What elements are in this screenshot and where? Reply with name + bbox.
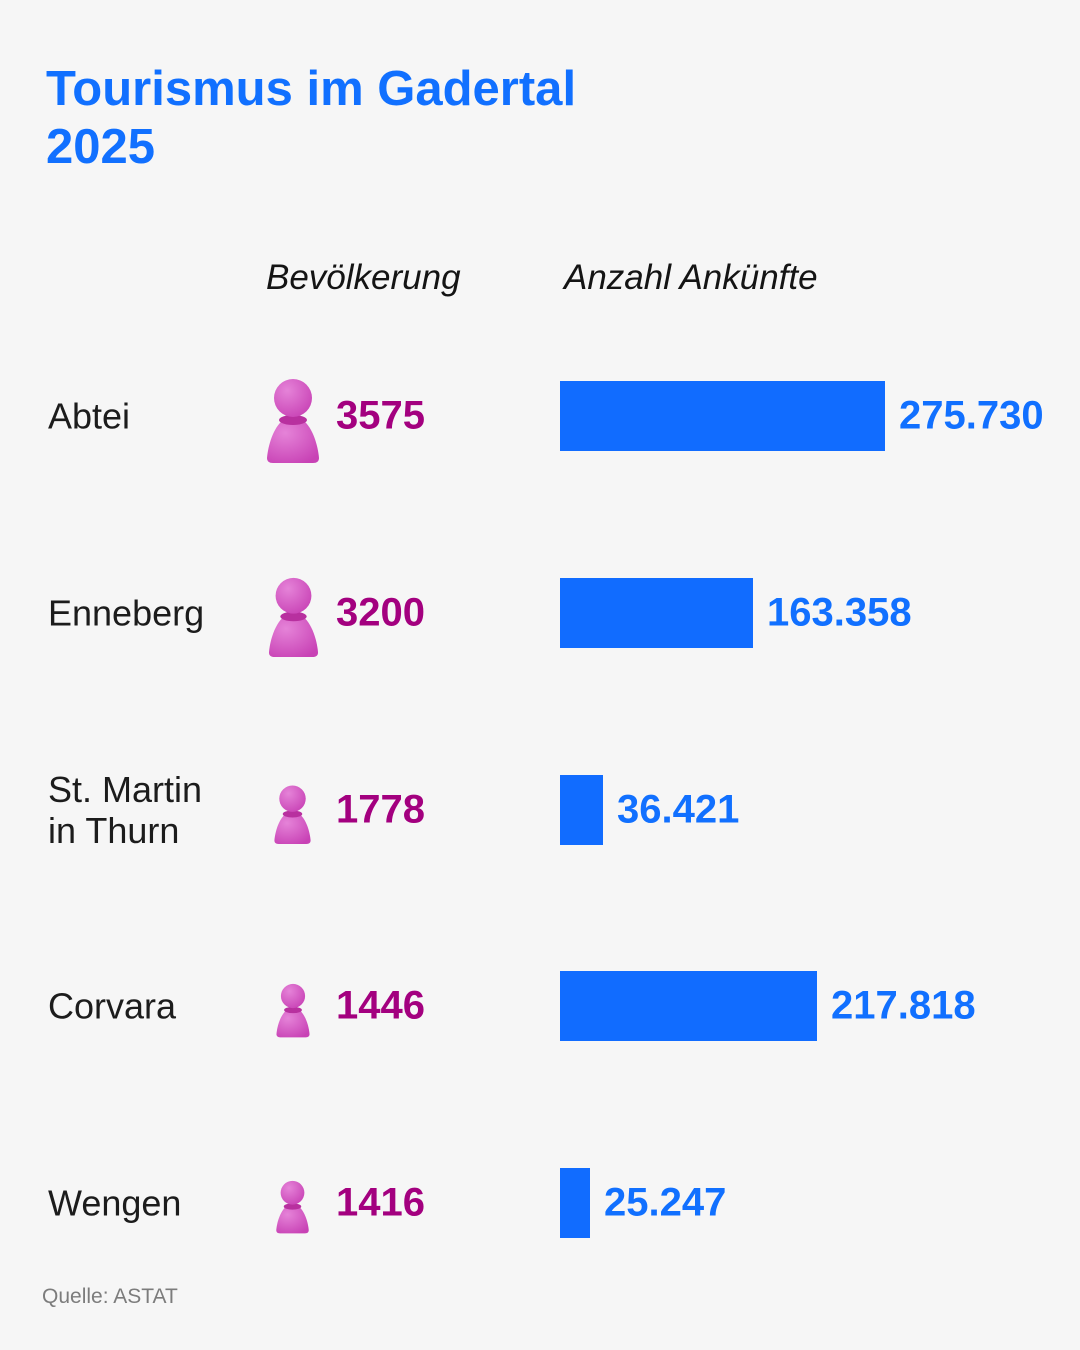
data-row: Abtei 3575 275.730 bbox=[0, 379, 1080, 463]
data-row: Corvara 1446 217.818 bbox=[0, 970, 1080, 1042]
data-row: St. Martin in Thurn 1778 36.421 bbox=[0, 769, 1080, 851]
chart-title-line-2: 2025 bbox=[46, 120, 156, 174]
population-value-label: 3575 bbox=[336, 393, 425, 438]
pawn-icon bbox=[273, 783, 312, 850]
chart-title-line-1: Tourismus im Gadertal bbox=[46, 62, 577, 116]
arrivals-value-label: 163.358 bbox=[767, 590, 912, 635]
arrivals-bar bbox=[560, 578, 753, 648]
category-label: Corvara bbox=[48, 985, 177, 1027]
arrivals-bar bbox=[560, 775, 603, 845]
arrivals-bar bbox=[560, 381, 885, 451]
population-value-label: 1778 bbox=[336, 787, 425, 832]
category-label: St. Martin in Thurn bbox=[48, 769, 203, 851]
population-value-label: 1446 bbox=[336, 983, 425, 1028]
category-label: Wengen bbox=[48, 1182, 182, 1224]
population-column-header: Bevölkerung bbox=[266, 258, 461, 297]
pawn-icon bbox=[275, 982, 311, 1043]
pawn-icon bbox=[275, 1179, 310, 1239]
arrivals-value-label: 36.421 bbox=[617, 787, 740, 832]
arrivals-value-label: 25.247 bbox=[604, 1180, 727, 1225]
pawn-icon bbox=[267, 575, 320, 663]
chart-title: Tourismus im Gadertal 2025 bbox=[46, 60, 576, 176]
arrivals-value-label: 217.818 bbox=[831, 983, 976, 1028]
category-label: Enneberg bbox=[48, 592, 205, 634]
arrivals-value-label: 275.730 bbox=[899, 393, 1044, 438]
arrivals-bar bbox=[560, 1168, 590, 1238]
population-value-label: 3200 bbox=[336, 590, 425, 635]
pawn-icon bbox=[265, 376, 321, 469]
population-value-label: 1416 bbox=[336, 1180, 425, 1225]
category-label: Abtei bbox=[48, 395, 131, 437]
source-note: Quelle: ASTAT bbox=[42, 1285, 178, 1308]
data-row: Enneberg 3200 163.358 bbox=[0, 577, 1080, 658]
arrivals-bar bbox=[560, 971, 817, 1041]
data-row: Wengen 1416 25.247 bbox=[0, 1167, 1080, 1239]
arrivals-column-header: Anzahl Ankünfte bbox=[564, 258, 818, 297]
